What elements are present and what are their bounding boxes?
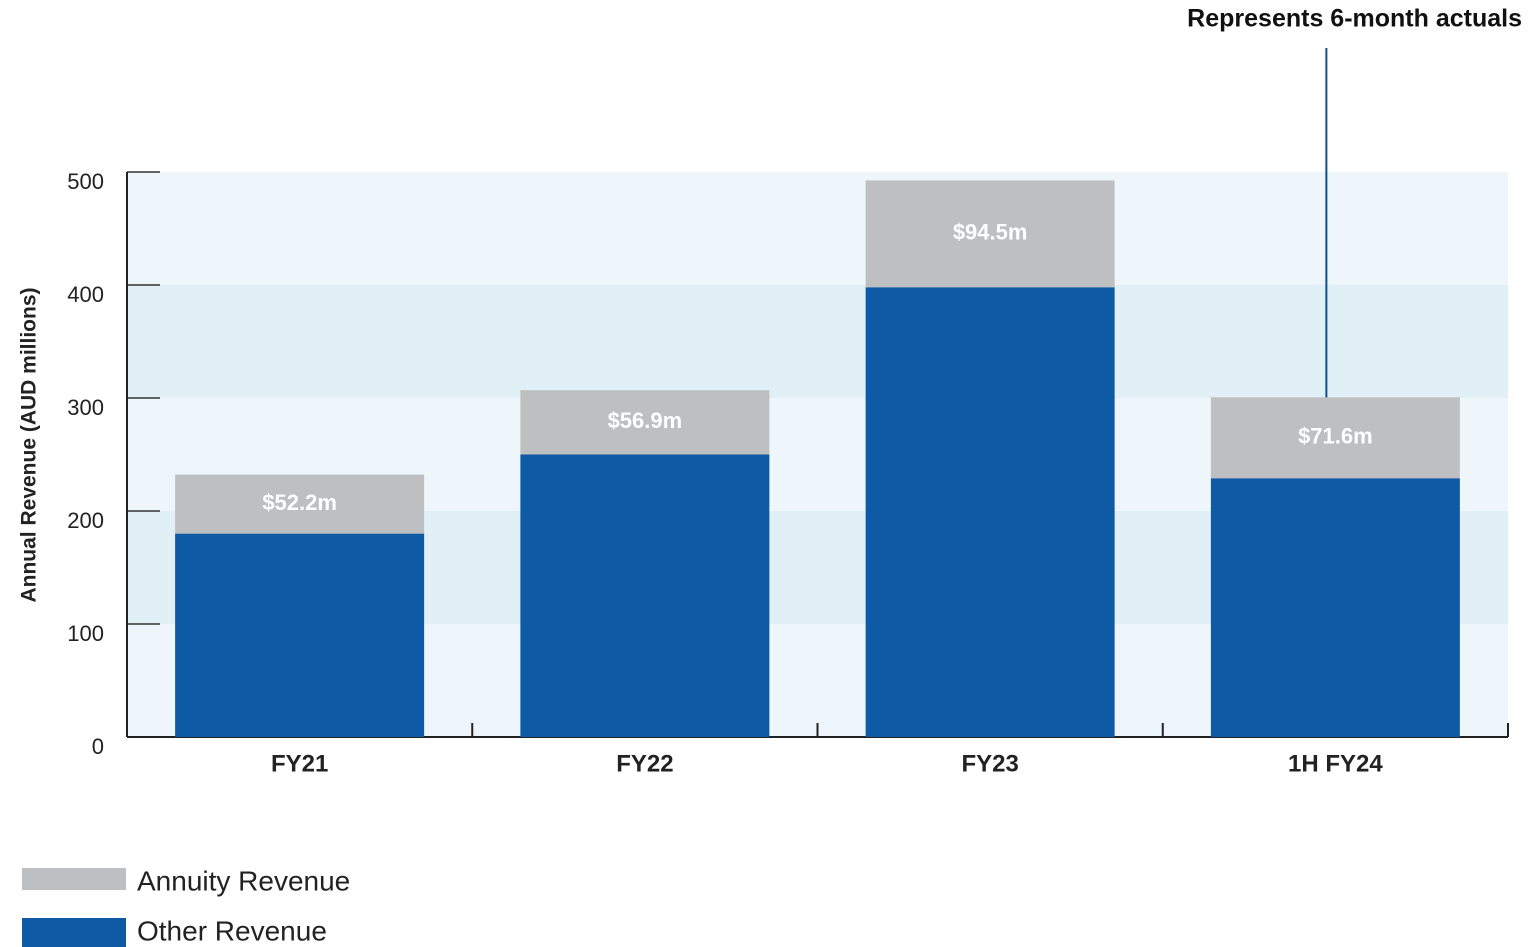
data-label: $94.5m xyxy=(953,220,1028,245)
y-tick-label: 500 xyxy=(67,169,104,194)
legend-label: Other Revenue xyxy=(137,915,327,946)
legend-label: Annuity Revenue xyxy=(137,865,350,896)
bar-segment xyxy=(520,390,770,455)
bar-segment xyxy=(1210,397,1460,479)
legend-swatch xyxy=(22,868,126,890)
x-tick-label: FY23 xyxy=(961,750,1018,777)
annotation: Represents 6-month actuals xyxy=(1187,5,1522,33)
data-label: $56.9m xyxy=(608,408,683,433)
x-tick-label: 1H FY24 xyxy=(1288,750,1383,777)
bar-segment xyxy=(865,180,1115,288)
y-tick-label: 100 xyxy=(67,621,104,646)
y-tick-label: 300 xyxy=(67,395,104,420)
bar-segment xyxy=(520,454,770,737)
x-tick-label: FY21 xyxy=(271,750,328,777)
bar-segment xyxy=(865,287,1115,737)
y-tick-label: 0 xyxy=(92,734,104,759)
y-axis-label: Annual Revenue (AUD millions) xyxy=(18,287,41,602)
x-tick-label: FY22 xyxy=(616,750,673,777)
y-tick-label: 200 xyxy=(67,508,104,533)
bar-segment xyxy=(1210,478,1460,737)
bar-segment xyxy=(175,533,425,737)
data-label: $52.2m xyxy=(262,490,337,515)
data-label: $71.6m xyxy=(1298,424,1373,449)
background-band xyxy=(127,285,1508,398)
legend-swatch xyxy=(22,918,126,947)
background-band xyxy=(127,172,1508,285)
y-tick-label: 400 xyxy=(67,282,104,307)
bar-segment xyxy=(175,474,425,534)
